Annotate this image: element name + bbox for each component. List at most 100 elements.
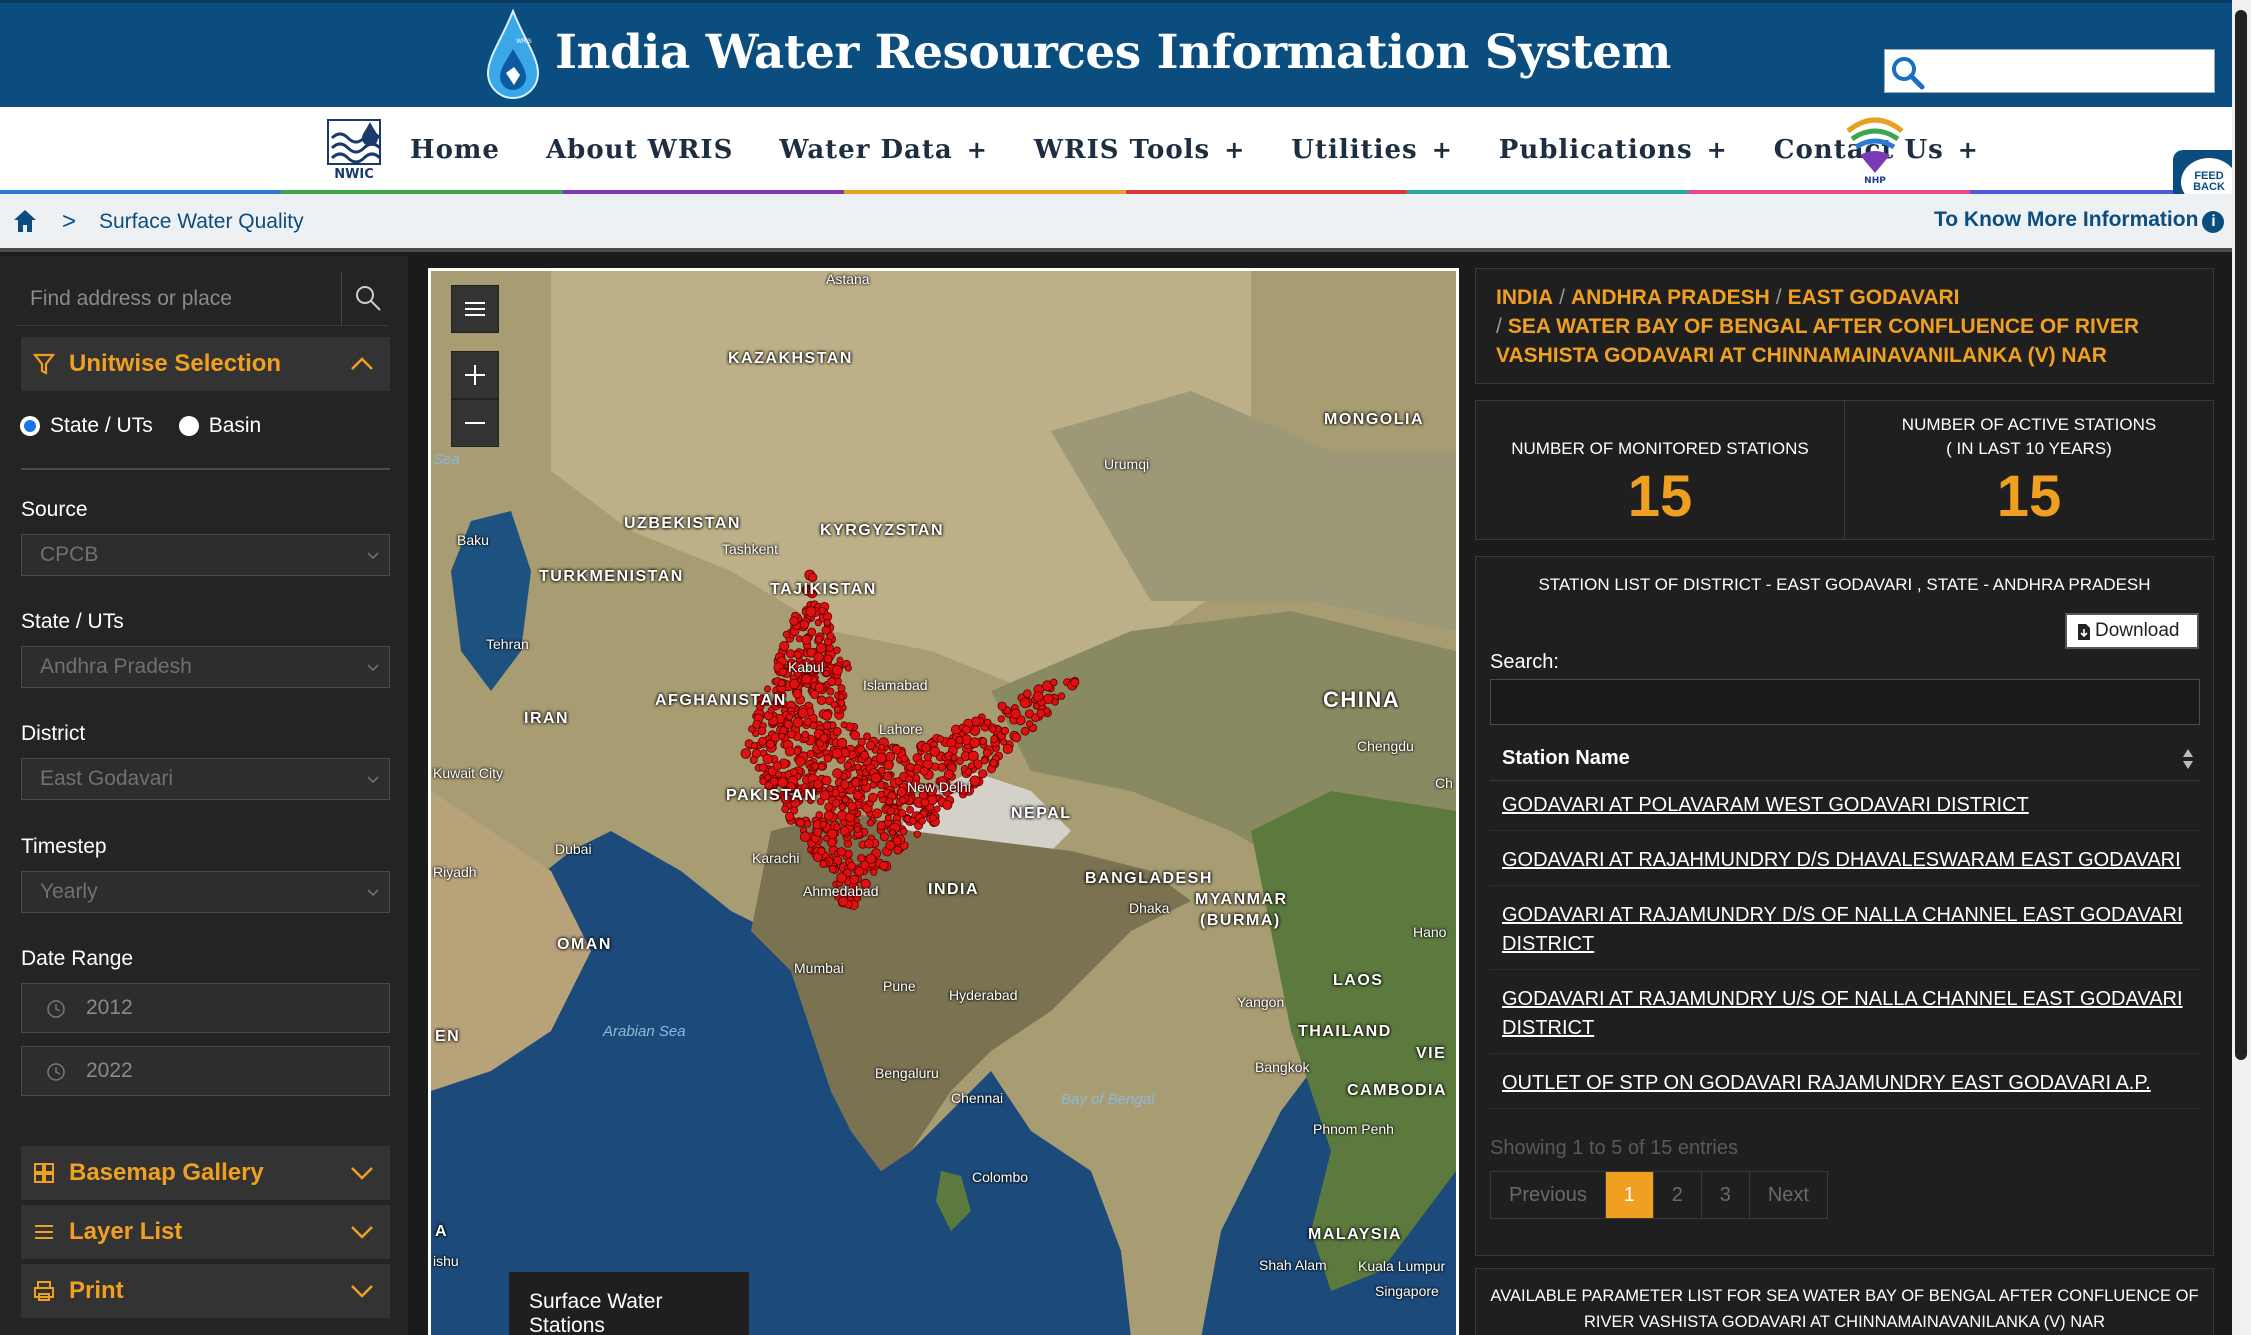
station-marker[interactable] <box>882 771 892 781</box>
station-marker[interactable] <box>943 769 954 780</box>
station-marker[interactable] <box>936 735 945 743</box>
station-marker[interactable] <box>909 817 917 825</box>
station-marker[interactable] <box>889 829 897 836</box>
station-marker[interactable] <box>786 649 796 659</box>
station-marker[interactable] <box>799 619 809 630</box>
station-marker[interactable] <box>863 732 872 741</box>
station-marker[interactable] <box>879 861 889 871</box>
station-marker[interactable] <box>832 799 841 808</box>
station-marker[interactable] <box>819 790 831 801</box>
station-marker[interactable] <box>836 872 847 883</box>
station-marker[interactable] <box>749 755 758 764</box>
station-marker[interactable] <box>906 762 915 772</box>
station-marker[interactable] <box>866 819 875 827</box>
station-marker[interactable] <box>807 797 815 805</box>
table-row[interactable]: GODAVARI AT RAJAMUNDRY U/S OF NALLA CHAN… <box>1490 975 2200 1054</box>
date-from-field[interactable]: 2012 <box>21 983 390 1033</box>
station-marker[interactable] <box>785 811 795 822</box>
station-marker[interactable] <box>801 634 812 645</box>
station-marker[interactable] <box>979 737 988 746</box>
know-more-link[interactable]: To Know More Information i <box>1934 208 2225 233</box>
pagination-page[interactable]: 1 <box>1605 1172 1654 1218</box>
station-marker[interactable] <box>969 775 981 787</box>
station-marker[interactable] <box>785 713 794 721</box>
table-row[interactable]: GODAVARI AT POLAVARAM WEST GODAVARI DIST… <box>1490 781 2200 831</box>
station-marker[interactable] <box>857 737 866 746</box>
station-marker[interactable] <box>821 710 833 721</box>
station-marker[interactable] <box>1020 726 1030 736</box>
station-marker[interactable] <box>847 861 856 871</box>
timestep-select[interactable]: Yearly <box>21 871 390 913</box>
station-marker[interactable] <box>839 826 850 836</box>
pagination-page[interactable]: 2 <box>1654 1172 1702 1218</box>
search-icon[interactable] <box>1889 54 1925 90</box>
station-marker[interactable] <box>816 695 827 706</box>
station-marker[interactable] <box>813 652 824 663</box>
station-marker[interactable] <box>920 798 930 807</box>
district-select[interactable]: East Godavari <box>21 758 390 800</box>
table-header[interactable]: Station Name <box>1490 735 2200 781</box>
station-marker[interactable] <box>826 632 835 641</box>
station-marker[interactable] <box>969 737 981 749</box>
station-marker[interactable] <box>886 807 895 816</box>
station-marker[interactable] <box>865 853 877 864</box>
station-marker[interactable] <box>809 787 817 795</box>
station-marker[interactable] <box>792 717 804 728</box>
station-marker[interactable] <box>833 823 841 831</box>
station-marker[interactable] <box>990 735 999 744</box>
search-icon[interactable] <box>354 284 382 312</box>
station-marker[interactable] <box>779 640 790 652</box>
station-marker[interactable] <box>875 752 887 764</box>
chevron-down-icon[interactable] <box>350 1221 374 1243</box>
home-icon[interactable] <box>12 208 38 234</box>
station-marker[interactable] <box>942 787 952 797</box>
station-marker[interactable] <box>865 740 876 751</box>
station-marker[interactable] <box>861 778 869 786</box>
station-marker[interactable] <box>870 868 878 876</box>
station-marker[interactable] <box>983 718 992 727</box>
station-marker[interactable] <box>955 757 964 766</box>
nav-about-wris[interactable]: About WRIS <box>545 135 734 165</box>
info-icon[interactable]: i <box>2202 211 2225 233</box>
plus-icon[interactable]: + <box>1431 136 1453 164</box>
station-marker[interactable] <box>1051 698 1059 706</box>
station-marker[interactable] <box>863 838 874 849</box>
station-marker[interactable] <box>853 893 862 902</box>
nav-contact-us[interactable]: Contact Us + <box>1773 135 1979 165</box>
station-marker[interactable] <box>826 784 834 792</box>
station-marker[interactable] <box>817 847 826 856</box>
station-marker[interactable] <box>921 743 931 753</box>
station-marker[interactable] <box>763 698 771 706</box>
unitwise-selection-header[interactable]: Unitwise Selection <box>21 337 390 391</box>
station-marker[interactable] <box>964 768 973 776</box>
station-marker[interactable] <box>899 827 908 836</box>
nhp-logo-icon[interactable]: NHP <box>1840 113 1910 185</box>
station-marker[interactable] <box>759 777 767 786</box>
station-marker[interactable] <box>818 606 826 615</box>
station-marker[interactable] <box>816 797 825 806</box>
station-marker[interactable] <box>919 766 929 776</box>
source-select[interactable]: CPCB <box>21 534 390 576</box>
station-marker[interactable] <box>815 811 824 819</box>
station-marker[interactable] <box>962 725 971 735</box>
station-marker[interactable] <box>843 761 852 770</box>
station-marker[interactable] <box>841 796 849 804</box>
station-marker[interactable] <box>837 693 845 701</box>
station-marker[interactable] <box>826 837 837 848</box>
station-marker[interactable] <box>780 793 792 804</box>
layer-list-header[interactable]: Layer List <box>21 1205 390 1259</box>
station-marker[interactable] <box>795 756 806 767</box>
map-menu-button[interactable] <box>451 285 499 333</box>
station-marker[interactable] <box>854 866 865 877</box>
station-marker[interactable] <box>762 753 773 765</box>
station-marker[interactable] <box>885 840 896 851</box>
site-search[interactable] <box>1884 49 2215 93</box>
station-marker[interactable] <box>937 762 947 772</box>
station-marker[interactable] <box>793 668 802 678</box>
plus-icon[interactable]: + <box>1224 136 1246 164</box>
station-marker[interactable] <box>877 790 885 799</box>
station-marker[interactable] <box>838 896 849 907</box>
station-marker[interactable] <box>802 658 812 667</box>
station-marker[interactable] <box>870 772 882 784</box>
station-marker[interactable] <box>763 685 771 693</box>
